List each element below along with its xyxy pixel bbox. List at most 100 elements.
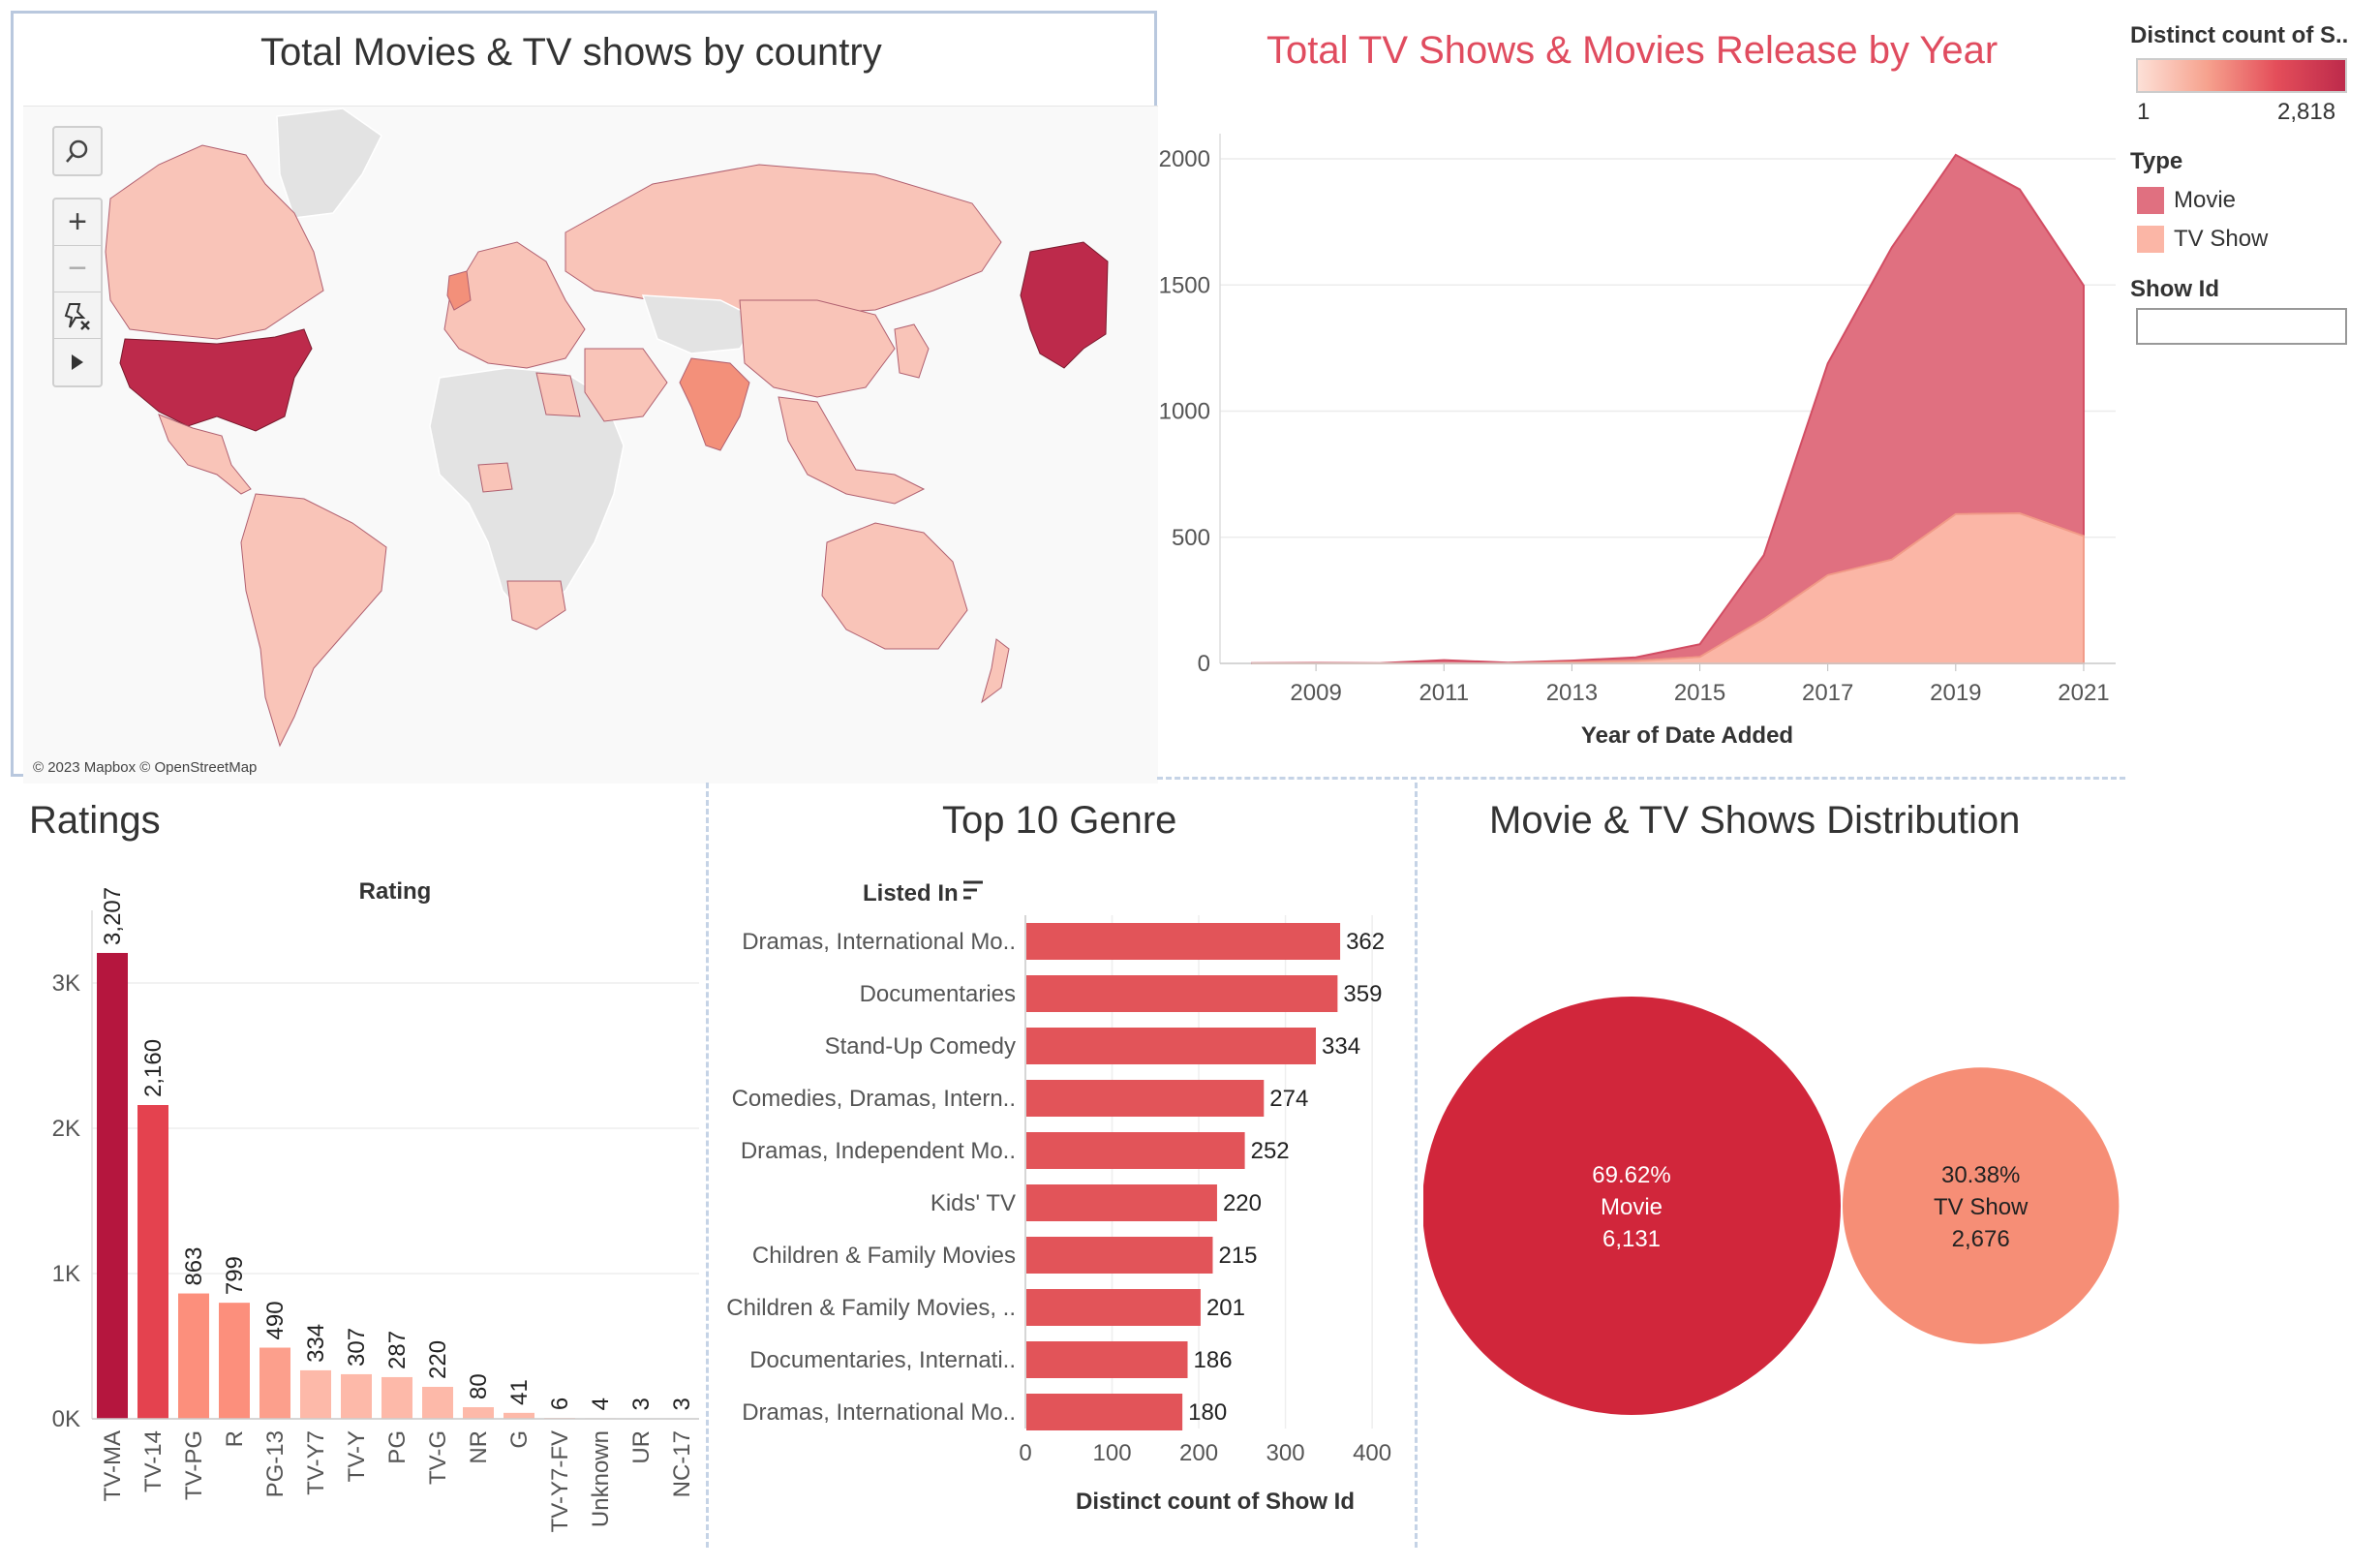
genre-bar-7[interactable] [1026,1237,1213,1274]
map-region-russia[interactable] [564,164,1002,316]
map-region-canada[interactable] [105,144,324,340]
ratings-bar-tv-y[interactable] [341,1373,372,1419]
map-region-nigeria[interactable] [477,462,513,493]
y-tick-1500: 1500 [1159,272,1210,298]
ratings-x-tick-tv-y7-fv: TV-Y7-FV [547,1430,573,1532]
genre-category-label-5: Dramas, Independent Mo.. [741,1138,1016,1164]
type-legend-title: Type [2130,148,2183,174]
ratings-bar-tv-g[interactable] [422,1387,453,1419]
map-region-europe[interactable] [443,241,586,369]
map-region-middle-east[interactable] [584,348,668,422]
ratings-bar-pg[interactable] [381,1376,412,1419]
ratings-data-label-tv-g: 220 [425,1340,451,1379]
search-icon[interactable] [54,128,101,174]
genre-data-label-8: 201 [1206,1295,1245,1321]
map-region-africa[interactable] [429,367,625,622]
ratings-x-tick-tv-ma: TV-MA [100,1430,126,1501]
map-region-greenland[interactable] [276,108,382,219]
map-region-egypt[interactable] [535,372,581,417]
sort-icon[interactable] [963,880,983,900]
genre-bar-5[interactable] [1026,1132,1245,1169]
bubble-percent-movie: 69.62% [1592,1162,1670,1188]
genre-bar-2[interactable] [1026,975,1338,1012]
map-region-alaska[interactable] [1020,241,1109,369]
ratings-bar-tv-y7[interactable] [300,1369,331,1419]
map-region-australia[interactable] [821,522,968,650]
x-tick-2011: 2011 [1419,680,1469,706]
genre-data-label-9: 186 [1194,1347,1233,1373]
ratings-x-tick-pg-13: PG-13 [262,1430,289,1497]
x-tick-2017: 2017 [1802,680,1853,706]
genre-x-tick-0: 0 [1019,1440,1031,1466]
map-region-uk[interactable] [446,270,472,311]
area-series-tv-show[interactable] [1252,512,2085,664]
genre-category-label-2: Documentaries [860,981,1016,1007]
world-map-svg [105,108,1109,748]
ratings-data-label-tv-ma: 3,207 [100,887,126,945]
map-region-south-america[interactable] [240,493,387,748]
ratings-bar-r[interactable] [219,1303,250,1419]
genre-bar-4[interactable] [1026,1080,1265,1117]
map-region-mexico[interactable] [158,414,252,495]
map-region-china[interactable] [739,299,896,398]
genre-category-label-4: Comedies, Dramas, Intern.. [732,1086,1016,1112]
genre-bar-1[interactable] [1026,923,1341,960]
play-icon[interactable] [54,339,101,385]
ratings-x-tick-g: G [506,1430,533,1449]
pin-icon[interactable] [54,292,101,339]
zoom-out-icon[interactable]: − [54,246,101,292]
ratings-bar-tv-ma[interactable] [97,952,128,1419]
ratings-y-tick-0K: 0K [52,1406,80,1432]
color-gradient-bar [2136,58,2347,93]
legend-swatch-movie [2137,187,2164,214]
genre-bar-9[interactable] [1026,1341,1188,1378]
color-legend-min: 1 [2137,99,2151,125]
ratings-data-label-ur: 3 [628,1398,655,1410]
genre-bar-8[interactable] [1026,1289,1201,1326]
genre-category-label-1: Dramas, International Mo.. [742,929,1016,955]
ratings-bar-pg-13[interactable] [259,1347,290,1420]
bubble-category-tv-show: TV Show [1934,1194,2029,1220]
ratings-x-tick-tv-pg: TV-PG [181,1430,207,1500]
genre-category-label-6: Kids' TV [931,1190,1016,1216]
show-id-filter-input[interactable] [2136,308,2347,345]
ratings-data-label-tv-14: 2,160 [140,1039,167,1097]
color-legend-max: 2,818 [2277,99,2336,125]
map-region-india[interactable] [679,357,750,451]
map-region-south-africa[interactable] [506,580,566,630]
genre-data-label-1: 362 [1346,929,1385,955]
divider-vertical-2 [1415,783,1418,1548]
genre-title: Top 10 Genre [942,799,1177,842]
genre-bar-3[interactable] [1026,1028,1317,1064]
ratings-x-tick-ur: UR [628,1430,655,1464]
genre-data-label-2: 359 [1343,981,1382,1007]
genre-bar-10[interactable] [1026,1394,1183,1430]
ratings-data-label-tv-y7: 334 [303,1324,329,1363]
ratings-bar-tv-14[interactable] [137,1105,168,1419]
map-region-japan[interactable] [894,323,930,379]
map-region-new-zealand[interactable] [981,638,1010,704]
legend-label-movie: Movie [2174,187,2237,213]
map-region-southeast-asia[interactable] [778,396,926,505]
ratings-bar-tv-pg[interactable] [178,1293,209,1419]
x-tick-2009: 2009 [1290,680,1341,706]
zoom-in-icon[interactable]: + [54,200,101,246]
genre-x-axis-title: Distinct count of Show Id [1076,1489,1355,1515]
bubble-value-movie: 6,131 [1602,1226,1661,1252]
map-region-central-asia[interactable] [641,294,761,354]
ratings-chart: Rating 0K 1K 2K 3K 3,207 TV-MA 2,160 TV-14 863 TV-… [52,878,699,1532]
ratings-y-tick-2K: 2K [52,1116,80,1142]
genre-x-tick-400: 400 [1353,1440,1391,1466]
ratings-x-tick-tv-g: TV-G [425,1430,451,1485]
bubble-tv-show[interactable] [1843,1067,2120,1344]
bubble-movie[interactable] [1423,997,1841,1415]
genre-bar-6[interactable] [1026,1184,1217,1221]
legend-label-tv-show: TV Show [2174,226,2269,252]
ratings-bar-nr[interactable] [463,1407,494,1419]
map-region-usa[interactable] [119,328,313,432]
map-search-control[interactable] [52,126,103,176]
ratings-bar-g[interactable] [503,1412,534,1419]
world-map[interactable]: © 2023 Mapbox © OpenStreetMap + − [23,106,1158,784]
ratings-x-tick-tv-y: TV-Y [344,1430,370,1482]
ratings-data-label-nr: 80 [466,1373,492,1399]
